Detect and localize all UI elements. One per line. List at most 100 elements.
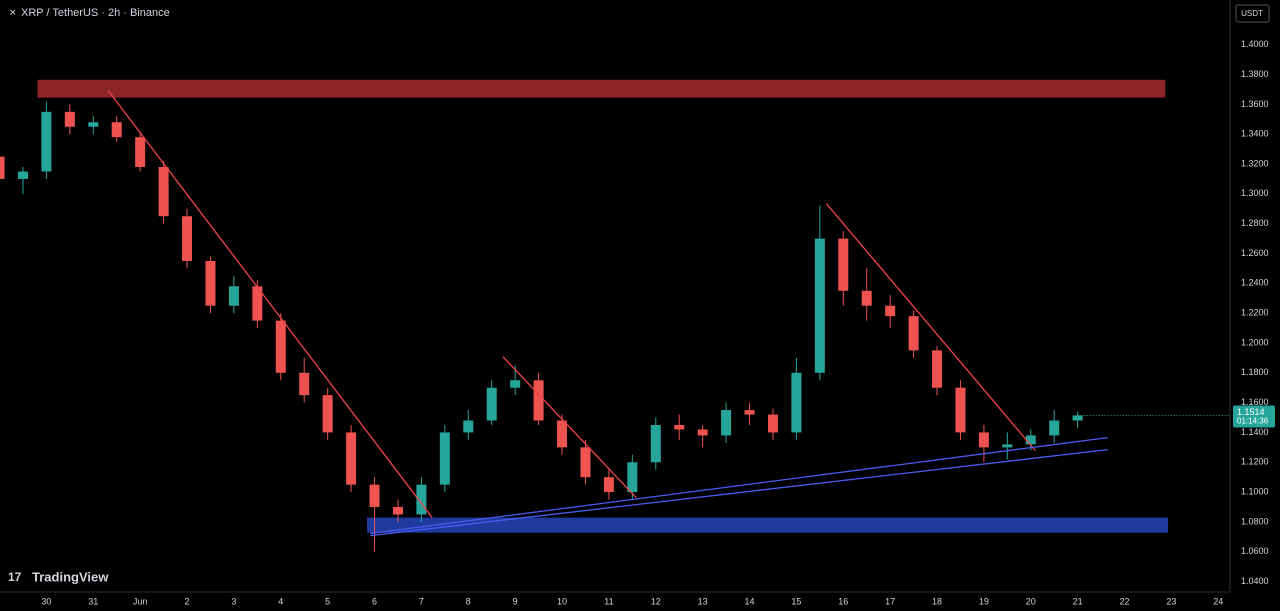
x-tick-label: 5 [325, 596, 330, 606]
trend-line [107, 90, 433, 518]
y-tick-label: 1.0400 [1241, 576, 1269, 586]
y-tick-label: 1.1800 [1241, 367, 1269, 377]
x-tick-label: 21 [1073, 596, 1083, 606]
x-tick-label: Jun [133, 596, 148, 606]
x-tick-label: 7 [419, 596, 424, 606]
candle-body [697, 429, 708, 436]
candle-body [252, 286, 263, 321]
candle-body [463, 420, 474, 433]
y-tick-label: 1.1400 [1241, 427, 1269, 437]
trend-line [825, 203, 1036, 452]
candle-body [392, 507, 403, 515]
y-tick-label: 1.2200 [1241, 308, 1269, 318]
x-tick-label: 10 [557, 596, 567, 606]
candle-body [767, 414, 778, 433]
candle-body [439, 432, 450, 485]
x-tick-label: 20 [1026, 596, 1036, 606]
y-tick-label: 1.2800 [1241, 218, 1269, 228]
currency-button[interactable] [1235, 4, 1270, 23]
y-tick-label: 1.1000 [1241, 486, 1269, 496]
candle-body [650, 424, 661, 463]
last-price-label: 1.1514 [1237, 407, 1265, 417]
y-tick-label: 1.3000 [1241, 188, 1269, 198]
y-tick-label: 1.1200 [1241, 457, 1269, 467]
y-tick-label: 1.4000 [1241, 39, 1269, 49]
zone [367, 517, 1169, 533]
x-tick-label: 13 [698, 596, 708, 606]
x-tick-label: 31 [88, 596, 98, 606]
candle-body [486, 387, 497, 421]
candle-body [533, 380, 544, 421]
candle-body [510, 380, 521, 388]
candle-body [557, 420, 568, 448]
brand-logo: 17 [8, 570, 22, 584]
candle-body [228, 286, 239, 306]
y-tick-label: 1.3800 [1241, 69, 1269, 79]
x-tick-label: 17 [885, 596, 895, 606]
x-tick-label: 30 [41, 596, 51, 606]
x-tick-label: 15 [791, 596, 801, 606]
candle-body [791, 372, 802, 433]
x-tick-label: 24 [1213, 596, 1223, 606]
y-tick-label: 1.2000 [1241, 337, 1269, 347]
candle-body [908, 316, 919, 351]
candle-body [838, 238, 849, 291]
candle-body [744, 410, 755, 415]
candle-body [299, 372, 310, 396]
countdown-label: 01:14:36 [1237, 417, 1269, 426]
zone [37, 79, 1166, 98]
y-tick-label: 1.1600 [1241, 397, 1269, 407]
candle-body [275, 320, 286, 373]
candle-body [416, 484, 427, 515]
y-tick-label: 1.0600 [1241, 546, 1269, 556]
x-tick-label: 14 [745, 596, 755, 606]
candle-body [205, 260, 216, 306]
y-tick-label: 1.0800 [1241, 516, 1269, 526]
brand-name: TradingView [32, 569, 109, 584]
candle-body [41, 111, 52, 172]
x-tick-label: 9 [513, 596, 518, 606]
x-tick-label: 4 [278, 596, 283, 606]
x-tick-label: 16 [838, 596, 848, 606]
x-tick-label: 23 [1166, 596, 1176, 606]
candle-body [978, 432, 989, 448]
x-tick-label: 22 [1120, 596, 1130, 606]
trend-line [370, 448, 1108, 537]
x-tick-label: 12 [651, 596, 661, 606]
candle-body [182, 216, 193, 261]
x-tick-label: 3 [231, 596, 236, 606]
candle-body [158, 167, 169, 217]
trend-line [370, 437, 1108, 535]
y-tick-label: 1.3200 [1241, 158, 1269, 168]
x-tick-label: 8 [466, 596, 471, 606]
candle-body [861, 290, 872, 306]
currency-label: USDT [1241, 9, 1263, 18]
candle-body [17, 171, 28, 179]
candle-body [322, 395, 333, 433]
candle-body [111, 122, 122, 138]
y-tick-label: 1.2600 [1241, 248, 1269, 258]
candle-body [603, 477, 614, 493]
x-tick-label: 2 [185, 596, 190, 606]
candle-body [932, 350, 943, 388]
x-tick-label: 18 [932, 596, 942, 606]
y-tick-label: 1.3600 [1241, 99, 1269, 109]
candle-body [1072, 415, 1083, 421]
candle-body [721, 410, 732, 436]
candle-body [1025, 435, 1036, 445]
x-tick-label: 6 [372, 596, 377, 606]
candle-body [580, 447, 591, 478]
candle-body [369, 484, 380, 508]
candle-body [955, 387, 966, 433]
candle-body [814, 238, 825, 373]
candle-body [627, 462, 638, 493]
candle-body [346, 432, 357, 485]
candle-body [64, 111, 75, 127]
x-tick-label: 11 [604, 596, 613, 606]
candle-body [885, 305, 896, 317]
candle-body [135, 137, 146, 168]
candle-body [0, 156, 5, 179]
candle-body [674, 424, 685, 430]
close-icon[interactable]: ✕ [9, 7, 17, 17]
